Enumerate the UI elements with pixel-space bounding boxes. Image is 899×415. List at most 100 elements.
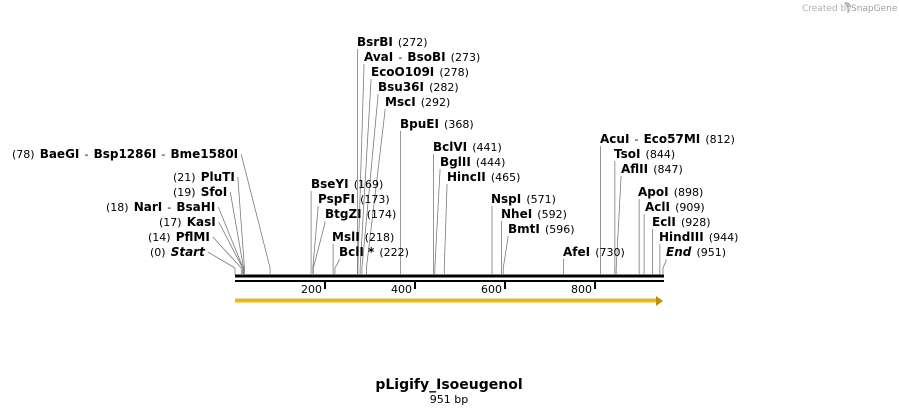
site-kasi[interactable]: (17) KasI (159, 211, 216, 230)
site-bpuei[interactable]: BpuEI (368) (400, 113, 474, 132)
site-sep2: - (161, 148, 165, 161)
site-label-plutii[interactable]: (21) PluTI (173, 166, 235, 185)
site-pos-text: (273) (451, 51, 481, 64)
site-pos-text: (812) (705, 133, 735, 146)
orf-feature-arrow[interactable] (235, 296, 663, 306)
site-label-msci[interactable]: MscI (292) (385, 91, 450, 110)
site-pflmi[interactable]: (14) PflMI (148, 226, 210, 245)
orf-arrow-body[interactable] (235, 299, 657, 303)
site-bclvi[interactable]: BclVI (441) (433, 136, 502, 155)
site-acli[interactable]: AclI (909) (645, 196, 705, 215)
site-label-ecoo109i[interactable]: EcoO109I (278) (371, 61, 469, 80)
site-label-bmti[interactable]: BmtI (596) (508, 218, 575, 237)
site-pos-text: (78) (12, 148, 35, 161)
site-label: EclI (652, 215, 676, 229)
site-pos-text: (596) (545, 223, 575, 236)
site-baegi[interactable]: (78) BaeGI - Bsp1286I - Bme1580I (12, 143, 238, 162)
site-apoi[interactable]: ApoI (898) (638, 181, 703, 200)
site-label-bsrbi[interactable]: BsrBI (272) (357, 31, 428, 50)
site-pos-text: (847) (653, 163, 683, 176)
site-bcli[interactable]: BclI * (222) (339, 241, 409, 260)
site-pos-text: (282) (429, 81, 459, 94)
site-bsu36i[interactable]: Bsu36I (282) (378, 76, 459, 95)
site-label-acui[interactable]: AcuI - Eco57MI (812) (600, 128, 735, 147)
site-label-ecli[interactable]: EclI (928) (652, 211, 711, 230)
site-bsrbi[interactable]: BsrBI (272) (357, 31, 428, 50)
site-sep: - (167, 201, 171, 214)
site-label-acli[interactable]: AclI (909) (645, 196, 705, 215)
site-label-baegi[interactable]: (78) BaeGI - Bsp1286I - Bme1580I (12, 143, 238, 162)
site-label-bpuei[interactable]: BpuEI (368) (400, 113, 474, 132)
site-label-kasi[interactable]: (17) KasI (159, 211, 216, 230)
site-pos-text: (169) (354, 178, 384, 191)
site-label: NarI (134, 200, 163, 214)
site-label2: BsoBI (407, 50, 445, 64)
site-pos-text: (465) (491, 171, 521, 184)
site-label: NspI (491, 192, 521, 206)
site-btgzi[interactable]: BtgZI (174) (325, 203, 396, 222)
site-label-nari[interactable]: (18) NarI - BsaHI (106, 196, 215, 215)
site-label: EcoO109I (371, 65, 434, 79)
site-bseyi[interactable]: BseYI (169) (311, 173, 383, 192)
site-line-msci (366, 109, 386, 275)
site-pos-text: (898) (674, 186, 704, 199)
site-label: MscI (385, 95, 416, 109)
site-label-bcli[interactable]: BclI * (222) (339, 241, 409, 260)
site-label-pflmi[interactable]: (14) PflMI (148, 226, 210, 245)
site-label-nhei[interactable]: NheI (592) (501, 203, 567, 222)
site-avai[interactable]: AvaI - BsoBI (273) (364, 46, 480, 65)
ruler-tick-label: 600 (481, 283, 502, 296)
site-label-pspfi[interactable]: PspFI (173) (318, 188, 390, 207)
site-label-bsu36i[interactable]: Bsu36I (282) (378, 76, 459, 95)
site-msci[interactable]: MscI (292) (385, 91, 450, 110)
site-sfoi[interactable]: (19) SfoI (173, 181, 227, 200)
site-line-bglii (434, 169, 441, 275)
site-ecli[interactable]: EclI (928) (652, 211, 711, 230)
plasmid-name: pLigify_Isoeugenol (375, 377, 522, 393)
site-hincii[interactable]: HincII (465) (447, 166, 520, 185)
site-end[interactable]: End (951) (666, 241, 726, 260)
site-label-btgzi[interactable]: BtgZI (174) (325, 203, 396, 222)
site-label: AclI (645, 200, 670, 214)
credit-prefix: Created by (802, 4, 852, 14)
site-label-hincii[interactable]: HincII (465) (447, 166, 520, 185)
site-label-afei[interactable]: AfeI (730) (563, 241, 625, 260)
site-label-sfoi[interactable]: (19) SfoI (173, 181, 227, 200)
site-lines (207, 49, 667, 275)
snapgene-logo-icon (844, 2, 851, 12)
site-start[interactable]: (0) Start (150, 241, 206, 260)
orf-arrow-head[interactable] (656, 296, 663, 306)
site-label: SfoI (201, 185, 228, 199)
site-label-bglii[interactable]: BglII (444) (440, 151, 505, 170)
site-label-aflii[interactable]: AflII (847) (621, 158, 683, 177)
site-nari[interactable]: (18) NarI - BsaHI (106, 196, 215, 215)
site-label-tsoi[interactable]: TsoI (844) (614, 143, 675, 162)
site-acui[interactable]: AcuI - Eco57MI (812) (600, 128, 735, 147)
site-bglii[interactable]: BglII (444) (440, 151, 505, 170)
site-label-end[interactable]: End (951) (666, 241, 726, 260)
site-afei[interactable]: AfeI (730) (563, 241, 625, 260)
site-msli[interactable]: MslI (218) (332, 226, 394, 245)
site-label-start[interactable]: (0) Start (150, 241, 206, 260)
site-pos-text: (444) (476, 156, 506, 169)
site-label-msli[interactable]: MslI (218) (332, 226, 394, 245)
site-label-hindiii[interactable]: HindIII (944) (659, 226, 738, 245)
site-tsoi[interactable]: TsoI (844) (614, 143, 675, 162)
site-ecoo109i[interactable]: EcoO109I (278) (371, 61, 469, 80)
site-nspi[interactable]: NspI (571) (491, 188, 556, 207)
ruler-tick-label: 800 (571, 283, 592, 296)
site-bmti[interactable]: BmtI (596) (508, 218, 575, 237)
site-pspfi[interactable]: PspFI (173) (318, 188, 390, 207)
site-label: BsrBI (357, 35, 393, 49)
site-label-bclvi[interactable]: BclVI (441) (433, 136, 502, 155)
site-label-avai[interactable]: AvaI - BsoBI (273) (364, 46, 480, 65)
site-label-bseyi[interactable]: BseYI (169) (311, 173, 383, 192)
site-nhei[interactable]: NheI (592) (501, 203, 567, 222)
site-hindiii[interactable]: HindIII (944) (659, 226, 738, 245)
site-label-apoi[interactable]: ApoI (898) (638, 181, 703, 200)
site-plutii[interactable]: (21) PluTI (173, 166, 235, 185)
site-label-nspi[interactable]: NspI (571) (491, 188, 556, 207)
site-line-pspfi (312, 206, 319, 275)
plasmid-length: 951 bp (430, 393, 468, 406)
site-aflii[interactable]: AflII (847) (621, 158, 683, 177)
